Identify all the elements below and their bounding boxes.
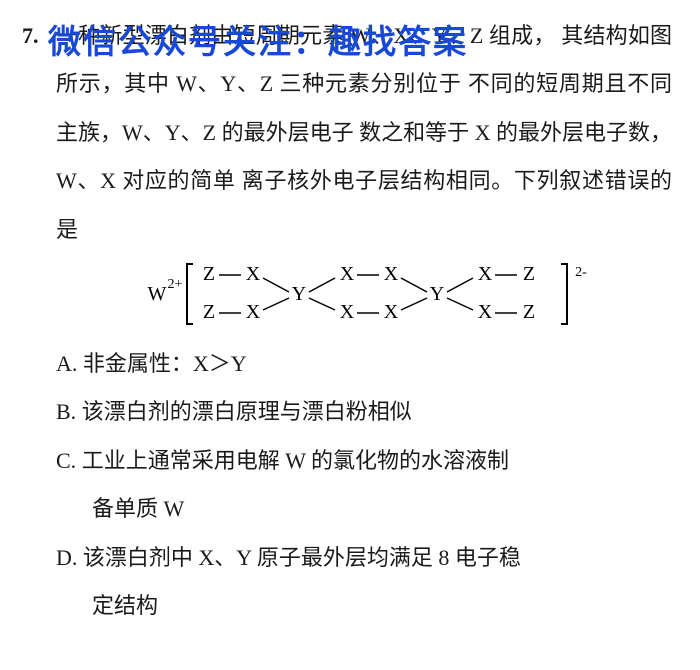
option-a-text: 非金属性：X＞Y [83, 351, 247, 376]
option-a: A. 非金属性：X＞Y [56, 340, 672, 388]
option-c-text-1: 工业上通常采用电解 W 的氯化物的水溶液制 [82, 448, 509, 473]
bracket-left [187, 264, 193, 324]
question-number: 7. [22, 12, 56, 254]
option-b: B. 该漂白剂的漂白原理与漂白粉相似 [56, 388, 672, 436]
formula-X: X [340, 301, 355, 323]
option-c-text-2: 备单质 W [56, 485, 672, 533]
option-b-text: 该漂白剂的漂白原理与漂白粉相似 [82, 399, 412, 424]
formula-X: X [246, 301, 261, 323]
formula-bond [309, 298, 335, 310]
options-block: A. 非金属性：X＞Y B. 该漂白剂的漂白原理与漂白粉相似 C. 工业上通常采… [22, 340, 672, 630]
option-d: D. 该漂白剂中 X、Y 原子最外层均满足 8 电子稳定结构 [56, 534, 672, 631]
formula-cation: W [148, 283, 167, 305]
formula-Y: Y [430, 283, 444, 305]
bracket-right [561, 264, 567, 324]
formula-Z: Z [203, 301, 215, 323]
formula-bond [401, 298, 427, 310]
formula-svg: W 2+ 2- Z X Z X Y X X X X [97, 258, 597, 330]
formula-Y: Y [292, 283, 306, 305]
option-c: C. 工业上通常采用电解 W 的氯化物的水溶液制备单质 W [56, 437, 672, 534]
formula-anion-charge: 2- [575, 265, 587, 280]
formula-X: X [478, 263, 493, 285]
formula-bond [401, 278, 427, 292]
formula-X: X [384, 263, 399, 285]
formula-Z: Z [523, 263, 535, 285]
option-d-text-2: 定结构 [56, 582, 672, 630]
structural-formula: W 2+ 2- Z X Z X Y X X X X [22, 258, 672, 334]
formula-bond [447, 278, 473, 292]
formula-bond [309, 278, 335, 292]
formula-bond [263, 298, 289, 310]
formula-X: X [384, 301, 399, 323]
option-d-text-1: 该漂白剂中 X、Y 原子最外层均满足 8 电子稳 [83, 545, 521, 570]
stem-line: 一种新型漂白剂由短周期元素 W、X、Y、Z 组成， [56, 23, 556, 48]
formula-Z: Z [203, 263, 215, 285]
formula-bond [447, 298, 473, 310]
question-stem: 一种新型漂白剂由短周期元素 W、X、Y、Z 组成， 其结构如图所示，其中 W、Y… [56, 12, 672, 254]
formula-X: X [340, 263, 355, 285]
formula-bond [263, 278, 289, 292]
formula-X: X [246, 263, 261, 285]
formula-Z: Z [523, 301, 535, 323]
formula-X: X [478, 301, 493, 323]
question-stem-block: 7. 一种新型漂白剂由短周期元素 W、X、Y、Z 组成， 其结构如图所示，其中 … [22, 12, 672, 254]
formula-cation-charge: 2+ [168, 277, 183, 292]
